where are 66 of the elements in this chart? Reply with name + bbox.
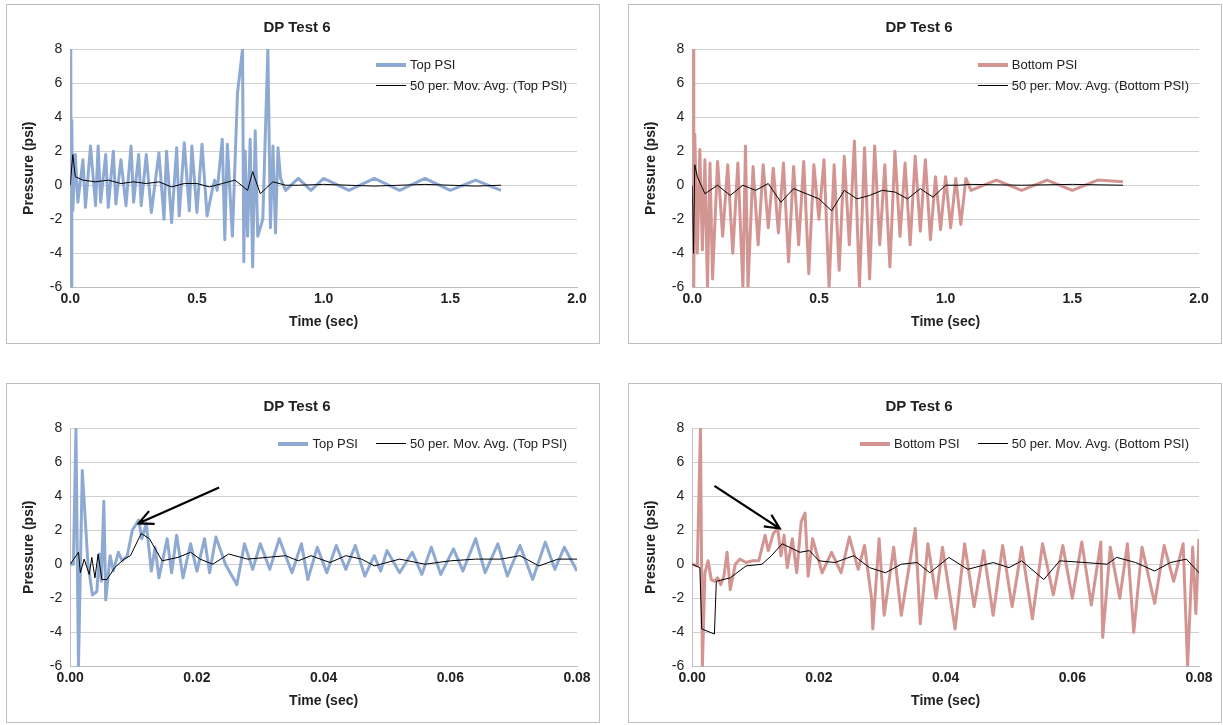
x-tick-label: 0.02	[183, 668, 211, 685]
y-tick-label: 6	[676, 452, 685, 469]
y-tick-label: 6	[54, 452, 63, 469]
y-tick-label: -2	[49, 589, 63, 606]
x-tick-label: 1.5	[440, 289, 461, 306]
x-tick-label: 0.04	[932, 668, 960, 685]
y-tick-label: 4	[54, 107, 63, 124]
legend-label: Bottom PSI	[893, 436, 960, 451]
y-tick-label: 0	[54, 555, 63, 572]
x-axis-title: Time (sec)	[911, 692, 981, 709]
y-tick-label: 4	[54, 486, 63, 503]
y-tick-label: 8	[54, 418, 63, 435]
y-tick-label: -4	[671, 623, 685, 640]
y-tick-label: 8	[54, 39, 63, 56]
x-tick-label: 1.0	[935, 289, 956, 306]
x-axis-title: Time (sec)	[289, 692, 359, 709]
y-tick-label: 8	[676, 418, 685, 435]
x-axis-title: Time (sec)	[289, 313, 359, 330]
x-tick-label: 0.02	[805, 668, 833, 685]
legend-label: 50 per. Mov. Avg. (Top PSI)	[409, 78, 567, 93]
y-axis-title: Pressure (psi)	[642, 121, 659, 215]
y-tick-label: 6	[54, 73, 63, 90]
chart-title: DP Test 6	[263, 397, 331, 415]
x-tick-label: 0.5	[187, 289, 207, 306]
y-tick-label: 2	[676, 521, 685, 538]
y-axis-title: Pressure (psi)	[20, 500, 37, 594]
x-tick-label: 0.08	[563, 668, 591, 685]
legend-label: 50 per. Mov. Avg. (Top PSI)	[409, 436, 567, 451]
y-tick-label: 0	[54, 176, 63, 193]
y-tick-label: 2	[54, 521, 63, 538]
legend-label: 50 per. Mov. Avg. (Bottom PSI)	[1011, 436, 1189, 451]
y-tick-label: -4	[49, 623, 63, 640]
legend-label: Bottom PSI	[1011, 57, 1078, 72]
chart-title: DP Test 6	[885, 397, 953, 415]
y-tick-label: 6	[676, 73, 685, 90]
x-tick-label: 0.0	[60, 289, 81, 306]
x-tick-label: 0.08	[1185, 668, 1213, 685]
x-tick-label: 1.0	[313, 289, 334, 306]
y-tick-label: 4	[676, 107, 685, 124]
chart-title: DP Test 6	[885, 18, 953, 36]
x-tick-label: 0.04	[310, 668, 338, 685]
legend-label: Top PSI	[312, 436, 358, 451]
y-axis-title: Pressure (psi)	[20, 121, 37, 215]
x-tick-label: 2.0	[1189, 289, 1209, 306]
y-tick-label: -4	[49, 244, 63, 261]
x-tick-label: 1.5	[1062, 289, 1083, 306]
y-tick-label: 0	[676, 176, 685, 193]
y-tick-label: -4	[671, 244, 685, 261]
y-tick-label: 2	[676, 142, 685, 159]
y-tick-label: -2	[49, 210, 63, 227]
x-tick-label: 0.06	[436, 668, 465, 685]
y-tick-label: -2	[671, 210, 685, 227]
legend-label: 50 per. Mov. Avg. (Bottom PSI)	[1011, 78, 1189, 93]
y-tick-label: 0	[676, 555, 685, 572]
y-tick-label: 2	[54, 142, 63, 159]
x-axis-title: Time (sec)	[911, 313, 981, 330]
y-tick-label: -2	[671, 589, 685, 606]
chart-title: DP Test 6	[263, 18, 331, 36]
x-tick-label: 0.06	[1058, 668, 1087, 685]
x-tick-label: 2.0	[567, 289, 587, 306]
y-tick-label: 4	[676, 486, 685, 503]
x-tick-label: 0.0	[682, 289, 703, 306]
legend-label: Top PSI	[409, 57, 456, 72]
x-tick-label: 0.5	[809, 289, 829, 306]
y-axis-title: Pressure (psi)	[642, 500, 659, 594]
y-tick-label: 8	[676, 39, 685, 56]
